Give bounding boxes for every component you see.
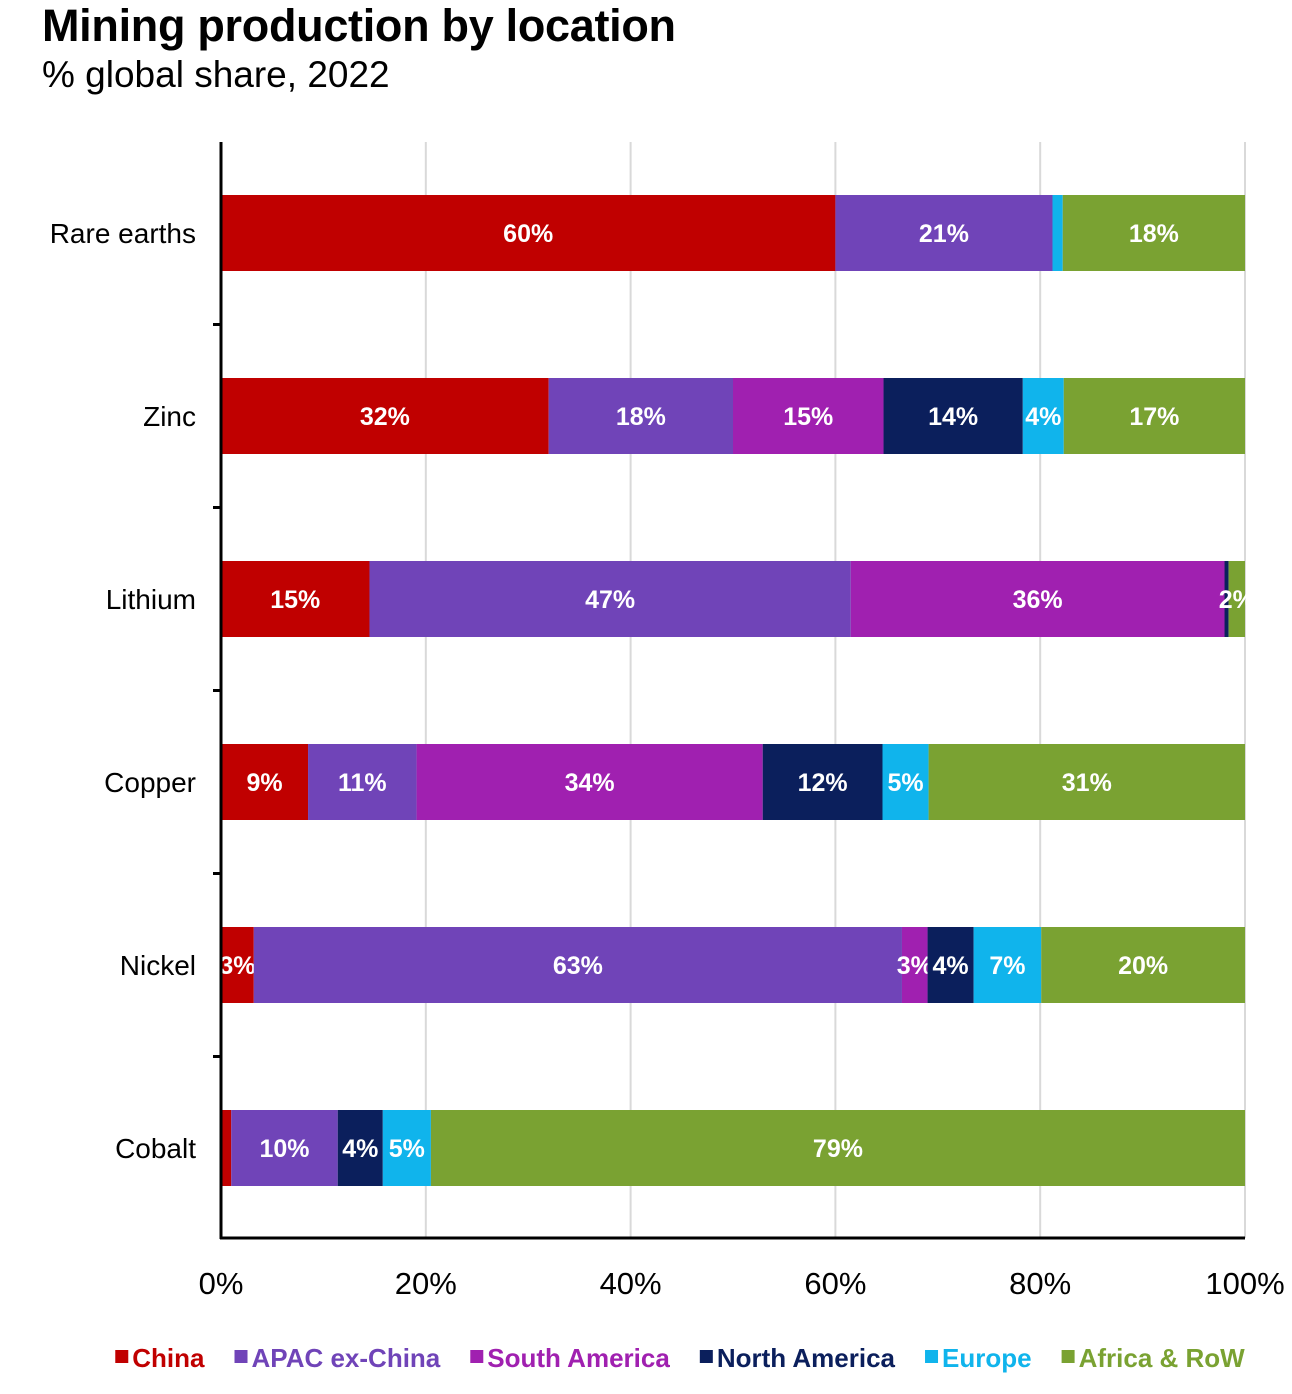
- x-tick-label: 20%: [395, 1266, 457, 1301]
- x-tick-label: 60%: [804, 1266, 866, 1301]
- category-label: Copper: [104, 767, 196, 798]
- bar-segment-china: [221, 195, 836, 271]
- bar-segment-south-america: [416, 744, 763, 820]
- bar-segment-china: [221, 744, 309, 820]
- data-label: 60%: [503, 220, 553, 248]
- data-label: 3%: [219, 952, 255, 980]
- data-label: 79%: [813, 1135, 863, 1163]
- data-label: 21%: [919, 220, 969, 248]
- bar-segment-europe: [382, 1110, 431, 1186]
- bar-segment-apac-ex-china: [231, 1110, 338, 1186]
- data-label: 34%: [565, 769, 615, 797]
- category-label: Nickel: [120, 950, 196, 981]
- bar-segment-north-america: [762, 744, 883, 820]
- legend-swatch-africa-and-row: [1061, 1350, 1075, 1363]
- data-label: 14%: [928, 403, 978, 431]
- data-label: 47%: [585, 586, 635, 614]
- data-label: 15%: [783, 403, 833, 431]
- gridlines: [424, 142, 1246, 1238]
- bar-segment-china: [221, 927, 254, 1003]
- bar-segment-europe: [882, 744, 929, 820]
- bar-segment-apac-ex-china: [369, 561, 851, 637]
- x-tick-label: 80%: [1009, 1266, 1071, 1301]
- data-label: 3%: [897, 952, 933, 980]
- legend-label-south-america: South America: [487, 1343, 670, 1373]
- bar-segment-china: [221, 561, 370, 637]
- data-label: 2%: [1219, 586, 1255, 614]
- data-label: 18%: [616, 403, 666, 431]
- bar-segment-apac-ex-china: [835, 195, 1053, 271]
- data-label: 5%: [389, 1135, 425, 1163]
- bar-segment-africa-and-row: [1041, 927, 1245, 1003]
- legend: China APAC ex-China South America North Ame…: [115, 1343, 1245, 1373]
- legend-label-apac-ex-china: APAC ex-China: [252, 1343, 441, 1373]
- bar-segment-apac-ex-china: [253, 927, 902, 1003]
- legend-label-north-america: North America: [717, 1343, 896, 1373]
- x-tick-label: 100%: [1205, 1266, 1284, 1301]
- data-label: 31%: [1062, 769, 1112, 797]
- bar-segment-africa-and-row: [928, 744, 1245, 820]
- data-label: 18%: [1129, 220, 1179, 248]
- chart-title: Mining production by location: [42, 0, 676, 51]
- legend-swatch-apac-ex-china: [234, 1350, 248, 1363]
- bar-segment-china: [221, 1110, 232, 1186]
- bar-segment-south-america: [733, 378, 884, 454]
- bar-segment-apac-ex-china: [548, 378, 733, 454]
- bar-segment-africa-and-row: [1062, 195, 1245, 271]
- legend-swatch-china: [115, 1350, 129, 1363]
- category-label: Rare earths: [50, 218, 196, 249]
- bar-segment-north-america: [927, 927, 974, 1003]
- data-label: 15%: [270, 586, 320, 614]
- x-tick-label: 0%: [199, 1266, 244, 1301]
- category-label: Cobalt: [115, 1133, 196, 1164]
- data-label: 32%: [360, 403, 410, 431]
- category-label: Lithium: [106, 584, 196, 615]
- axes: 0% 20% 40% 60% 80% 100% Rare earths Zinc Lithium…: [50, 142, 1285, 1301]
- data-label: 4%: [1025, 403, 1061, 431]
- legend-swatch-south-america: [470, 1350, 484, 1363]
- legend-swatch-north-america: [699, 1350, 713, 1363]
- bar-segment-africa-and-row: [430, 1110, 1245, 1186]
- x-tick-label: 40%: [600, 1266, 662, 1301]
- data-label: 7%: [989, 952, 1025, 980]
- data-label: 36%: [1013, 586, 1063, 614]
- data-label: 11%: [338, 769, 387, 797]
- bars: 60% 21% 18% 32% 18% 15% 14% 4% 17% 15% 47% 36% 2% 9% 1…: [219, 195, 1255, 1186]
- bar-segment-china: [221, 378, 549, 454]
- data-label: 63%: [553, 952, 603, 980]
- legend-swatch-europe: [925, 1350, 939, 1363]
- legend-label-china: China: [132, 1343, 205, 1373]
- data-label: 17%: [1129, 403, 1179, 431]
- data-label: 4%: [342, 1135, 378, 1163]
- bar-segment-south-america: [901, 927, 928, 1003]
- bar-segment-africa-and-row: [1228, 561, 1245, 637]
- chart-subtitle: % global share, 2022: [42, 54, 390, 95]
- data-label: 9%: [246, 769, 282, 797]
- bar-segment-europe: [973, 927, 1042, 1003]
- bar-segment-north-america: [883, 378, 1023, 454]
- bar-segment-africa-and-row: [1063, 378, 1245, 454]
- bar-segment-north-america: [1224, 561, 1229, 637]
- data-label: 10%: [259, 1135, 309, 1163]
- data-label: 12%: [798, 769, 848, 797]
- legend-label-europe: Europe: [942, 1343, 1032, 1373]
- category-label: Zinc: [143, 401, 196, 432]
- data-label: 5%: [887, 769, 923, 797]
- data-label: 20%: [1118, 952, 1168, 980]
- legend-label-africa-and-row: Africa & RoW: [1079, 1343, 1246, 1373]
- bar-segment-europe: [1052, 195, 1063, 271]
- bar-segment-south-america: [850, 561, 1225, 637]
- bar-segment-apac-ex-china: [308, 744, 417, 820]
- bar-segment-europe: [1022, 378, 1064, 454]
- bar-segment-north-america: [337, 1110, 383, 1186]
- data-label: 4%: [933, 952, 969, 980]
